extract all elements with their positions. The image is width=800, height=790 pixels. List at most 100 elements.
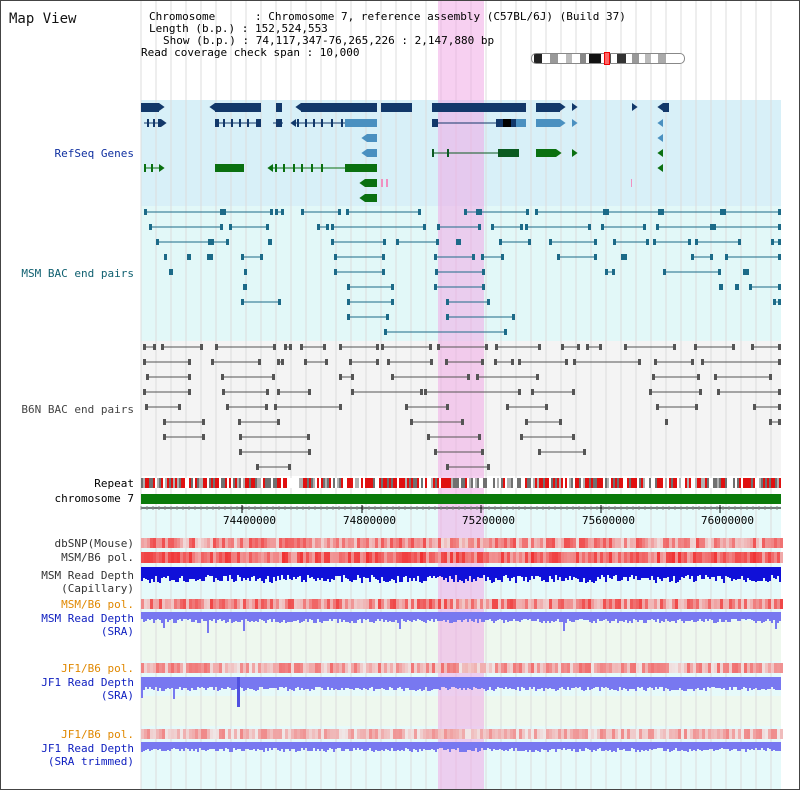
msm-pol-heat-cell <box>339 552 342 563</box>
repeat-segment <box>597 478 599 488</box>
bac-end-marker <box>382 269 385 275</box>
bac-end-marker <box>653 239 656 245</box>
msm-sra-depth-bar <box>601 612 603 621</box>
msm-capillary-depth-bar <box>265 567 267 579</box>
jf1-pol-heat-cell <box>330 663 333 673</box>
jf1-pol-heat-cell <box>351 663 354 673</box>
bac-end-marker <box>346 209 349 215</box>
msm-capillary-depth-bar <box>269 567 271 582</box>
jf1-pol-heat-cell <box>555 663 558 673</box>
msm-capillary-depth-bar <box>631 567 633 575</box>
jf1-trimmed-depth-bar <box>673 742 675 750</box>
msm-sra-depth-bar <box>209 612 211 620</box>
bac-end-marker <box>638 359 641 365</box>
msm-pol-heat-cell <box>645 599 648 609</box>
jf1-pol-heat-cell <box>585 729 588 739</box>
msm-pol-heat-cell <box>777 552 780 563</box>
bac-end-marker <box>277 419 280 425</box>
msm-sra-depth-bar <box>387 612 389 622</box>
jf1-pol-heat-cell <box>537 663 540 673</box>
msm-pol-heat-cell <box>408 599 411 609</box>
jf1-trimmed-depth-bar <box>395 742 397 751</box>
jf1-sra-depth-bar <box>471 677 473 690</box>
jf1-pol-heat-cell <box>309 663 312 673</box>
jf1-sra-depth-bar <box>677 677 679 690</box>
repeat-segment <box>687 478 689 488</box>
dbsnp-heat-cell <box>660 538 663 548</box>
selected-region-highlight[interactable] <box>438 1 484 789</box>
dbsnp-heat-cell <box>153 538 156 548</box>
jf1-pol-heat-cell <box>627 663 630 673</box>
msm-pol-heat-cell <box>780 552 783 563</box>
bac-end-marker <box>188 254 191 260</box>
jf1-sra-depth-bar <box>537 677 539 689</box>
jf1-trimmed-depth-bar <box>579 742 581 749</box>
repeat-segment <box>717 478 719 488</box>
bac-end-marker <box>691 254 694 260</box>
jf1-trimmed-depth-bar <box>317 742 319 749</box>
jf1-pol-heat-cell <box>372 663 375 673</box>
jf1-pol-heat-cell <box>192 663 195 673</box>
jf1-trimmed-depth-bar <box>433 742 435 750</box>
msm-capillary-depth-bar <box>641 567 643 578</box>
bac-end-marker <box>606 209 609 215</box>
msm-capillary-depth-bar <box>283 567 285 579</box>
msm-capillary-depth-bar <box>409 567 411 578</box>
msm-pol-heat-cell <box>681 552 684 563</box>
jf1-sra-depth-bar <box>163 677 165 691</box>
jf1-sra-depth-bar <box>423 677 425 690</box>
jf1-sra-depth-bar <box>181 677 183 690</box>
msm-sra-depth-bar <box>671 612 673 621</box>
msm-pol-heat-cell <box>504 552 507 563</box>
dbsnp-heat-cell <box>249 538 252 548</box>
dbsnp-heat-cell <box>738 538 741 548</box>
msm-capillary-depth-bar <box>755 567 757 582</box>
msm-capillary-depth-bar <box>729 567 731 578</box>
gene-exon <box>141 103 159 112</box>
msm-pol-heat-cell <box>309 599 312 609</box>
msm-sra-depth-bar <box>683 612 685 623</box>
jf1-pol-heat-cell <box>255 729 258 739</box>
gene-exon <box>153 119 155 127</box>
dbsnp-heat-cell <box>417 538 420 548</box>
jf1-trimmed-depth-bar <box>597 742 599 749</box>
jf1-trimmed-depth-bar <box>721 742 723 748</box>
msm-capillary-depth-bar <box>405 567 407 576</box>
jf1-trimmed-depth-bar <box>227 742 229 749</box>
msm-pol-heat-cell <box>306 599 309 609</box>
msm-capillary-depth-bar <box>669 567 671 582</box>
msm-pol-heat-cell <box>711 599 714 609</box>
jf1-sra-depth-bar <box>457 677 459 689</box>
jf1-sra-depth-bar <box>463 677 465 688</box>
repeat-segment <box>487 478 489 488</box>
msm-sra-depth-bar <box>225 612 227 623</box>
gene-exon <box>301 164 303 172</box>
strand-arrow <box>361 149 367 157</box>
msm-pol-heat-cell <box>465 552 468 563</box>
jf1-sra-depth-bar <box>701 677 703 690</box>
bac-end-marker <box>446 314 449 320</box>
jf1-trimmed-depth-bar <box>583 742 585 751</box>
msm-sra-depth-bar <box>639 612 641 620</box>
dbsnp-heat-cell <box>522 538 525 548</box>
msm-capillary-depth-bar <box>173 567 175 580</box>
dbsnp-heat-cell <box>261 538 264 548</box>
dbsnp-heat-cell <box>342 538 345 548</box>
msm-capillary-depth-bar <box>377 567 379 580</box>
repeat-segment <box>169 478 171 488</box>
jf1-trimmed-depth-bar <box>185 742 187 748</box>
msm-capillary-depth-bar <box>507 567 509 578</box>
jf1-trimmed-depth-bar <box>455 742 457 750</box>
msm-pol-heat-cell <box>471 599 474 609</box>
repeat-segment <box>251 478 253 488</box>
msm-pol-heat-cell <box>309 552 312 563</box>
msm-pol-heat-cell <box>150 552 153 563</box>
msm-sra-depth-bar <box>611 612 613 621</box>
jf1-sra-depth-bar <box>581 677 583 690</box>
dbsnp-heat-cell <box>696 538 699 548</box>
repeat-segment <box>247 478 249 488</box>
dbsnp-heat-cell <box>513 538 516 548</box>
jf1-trimmed-depth-bar <box>487 742 489 748</box>
msm-capillary-depth-bar <box>195 567 197 581</box>
